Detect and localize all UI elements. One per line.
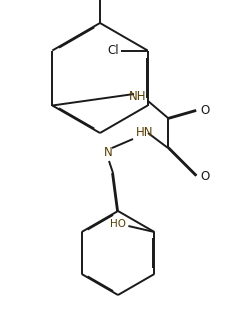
- Text: HN: HN: [136, 127, 153, 140]
- Text: NH: NH: [129, 89, 146, 102]
- Text: O: O: [200, 169, 209, 183]
- Text: O: O: [200, 103, 209, 116]
- Text: HO: HO: [110, 219, 126, 229]
- Text: N: N: [104, 147, 112, 160]
- Text: Cl: Cl: [107, 44, 119, 57]
